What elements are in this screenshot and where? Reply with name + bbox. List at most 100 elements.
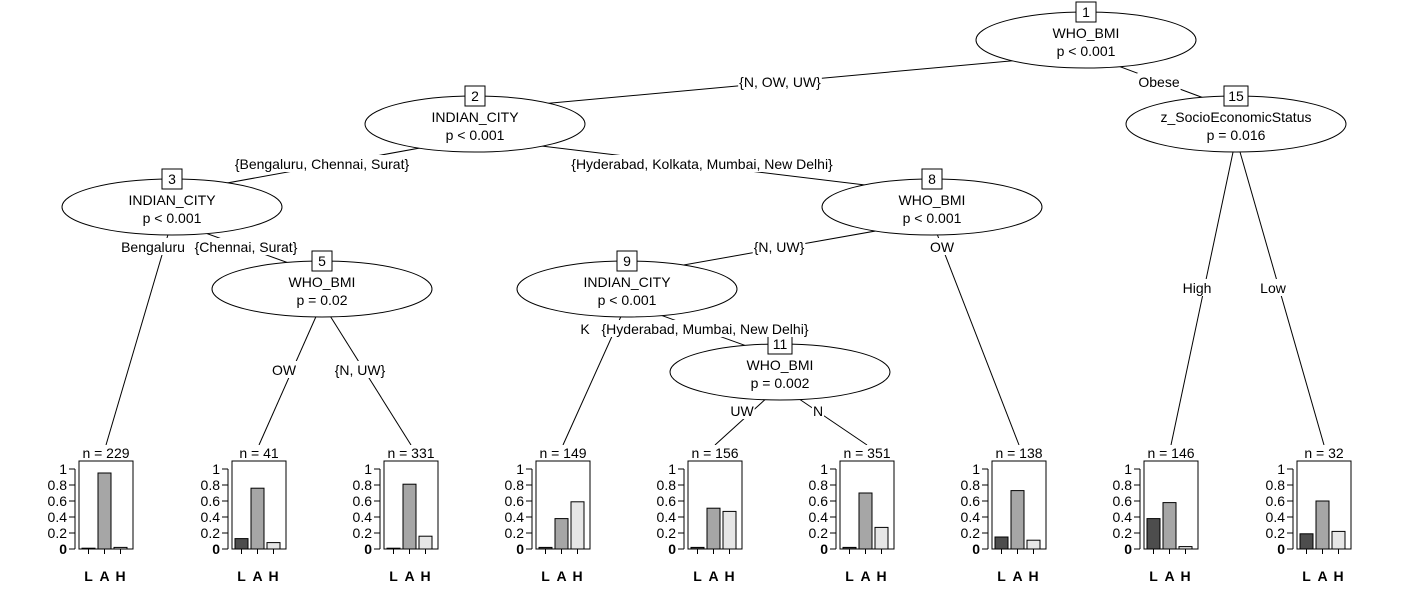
node-p-value: p < 0.001: [903, 210, 962, 226]
y-tick-label: 0.2: [657, 525, 677, 541]
terminal-node: n = 138 00.20.40.60.81 L A H: [961, 445, 1047, 584]
terminal-node: n = 32 00.20.40.60.81 L A H: [1266, 445, 1352, 584]
y-tick-label: 0.8: [353, 477, 373, 493]
y-tick-label: 0.6: [657, 493, 677, 509]
x-tick-label: L: [1302, 568, 1311, 584]
terminal-n-label: n = 41: [239, 445, 279, 461]
y-tick-label: 0.6: [1113, 493, 1133, 509]
edge-label-group: {Chennai, Surat}: [193, 238, 299, 255]
y-tick-label: 0.2: [1113, 525, 1133, 541]
x-tick-label: H: [1333, 568, 1343, 584]
x-tick-label: H: [572, 568, 582, 584]
bar-H: [1026, 539, 1041, 550]
edge-label-e2-3: {Bengaluru, Chennai, Surat}: [235, 156, 410, 172]
edge-label-background: [738, 73, 822, 90]
y-tick-label: 0.2: [961, 525, 981, 541]
x-tick-label: A: [404, 568, 414, 584]
terminal-n-background: [840, 445, 894, 461]
bar-H: [1331, 530, 1346, 550]
edge-label-e11-13: N: [813, 403, 823, 419]
terminal-node: n = 41 00.20.40.60.81 L A H: [201, 445, 287, 584]
terminal-n-label: n = 156: [691, 445, 738, 461]
edge-label-background: [729, 402, 755, 419]
node-id-box: [921, 168, 943, 190]
edge-label-group: {Bengaluru, Chennai, Surat}: [233, 155, 411, 172]
edge-label-background: [570, 155, 834, 172]
terminal-n-label: n = 149: [539, 445, 586, 461]
node-variable: WHO_BMI: [1053, 25, 1120, 41]
terminal-n-background: [79, 445, 133, 461]
y-tick-label: 0: [820, 541, 828, 557]
node-p-value: p < 0.001: [1057, 43, 1116, 59]
node-p-value: p < 0.001: [143, 210, 202, 226]
y-tick-label: 0.4: [809, 509, 829, 525]
y-tick-label: 0: [516, 541, 524, 557]
bar-A: [554, 518, 569, 550]
bar-H: [570, 501, 585, 550]
x-tick-label: L: [1149, 568, 1158, 584]
y-tick-label: 0.6: [961, 493, 981, 509]
y-tick-label: 0.8: [201, 477, 221, 493]
edge-label-group: {Hyderabad, Kolkata, Mumbai, New Delhi}: [570, 155, 834, 172]
x-tick-label: A: [860, 568, 870, 584]
x-tick-label: L: [237, 568, 246, 584]
edge-label-background: [1259, 279, 1287, 296]
edge-label-background: [120, 238, 186, 255]
x-tick-label: H: [1028, 568, 1038, 584]
node-variable: WHO_BMI: [747, 357, 814, 373]
y-tick-label: 0: [1124, 541, 1132, 557]
y-tick-label: 0.4: [48, 509, 68, 525]
x-tick-label: L: [997, 568, 1006, 584]
y-tick-label: 0.8: [505, 477, 525, 493]
y-tick-label: 0.2: [48, 525, 68, 541]
y-tick-label: 0.6: [505, 493, 525, 509]
edge-label-group: N: [811, 402, 825, 419]
y-tick-label: 0.8: [1113, 477, 1133, 493]
y-tick-label: 1: [212, 461, 220, 477]
tree-edge: [931, 220, 1020, 446]
edge-label-group: {Hyderabad, Mumbai, New Delhi}: [600, 320, 810, 337]
edge-label-group: K: [579, 320, 591, 337]
node-p-value: p = 0.02: [297, 292, 348, 308]
terminal-n-background: [536, 445, 590, 461]
node-variable: INDIAN_CITY: [583, 274, 671, 290]
edge-label-background: [270, 361, 298, 378]
y-tick-label: 0.6: [48, 493, 68, 509]
edge-label-background: [1137, 73, 1181, 90]
y-tick-label: 0.4: [201, 509, 221, 525]
y-tick-label: 1: [59, 461, 67, 477]
bar-L: [994, 536, 1009, 550]
terminal-node: n = 156 00.20.40.60.81 L A H: [657, 445, 743, 584]
bar-L: [234, 538, 249, 550]
terminal-n-label: n = 229: [82, 445, 129, 461]
x-tick-label: A: [99, 568, 109, 584]
terminal-n-background: [1297, 445, 1351, 461]
x-tick-label: A: [556, 568, 566, 584]
terminal-node: n = 146 00.20.40.60.81 L A H: [1113, 445, 1199, 584]
x-tick-label: H: [115, 568, 125, 584]
edge-label-e8-14: OW: [930, 239, 955, 255]
y-tick-label: 0: [59, 541, 67, 557]
node-id: 8: [928, 171, 936, 187]
y-tick-label: 0.4: [961, 509, 981, 525]
terminal-n-background: [232, 445, 286, 461]
y-tick-label: 1: [820, 461, 828, 477]
bar-H: [113, 546, 128, 550]
node-id-box: [311, 250, 333, 272]
terminal-n-background: [384, 445, 438, 461]
y-tick-label: 1: [668, 461, 676, 477]
node-variable: WHO_BMI: [899, 192, 966, 208]
edge-label-group: High: [1181, 279, 1213, 296]
x-tick-label: H: [420, 568, 430, 584]
node-p-value: p = 0.002: [751, 375, 810, 391]
y-tick-label: 0.4: [505, 509, 525, 525]
edge-label-background: [928, 238, 956, 255]
x-tick-label: H: [1180, 568, 1190, 584]
bar-H: [874, 526, 889, 550]
edge-label-e11-12: UW: [730, 403, 754, 419]
